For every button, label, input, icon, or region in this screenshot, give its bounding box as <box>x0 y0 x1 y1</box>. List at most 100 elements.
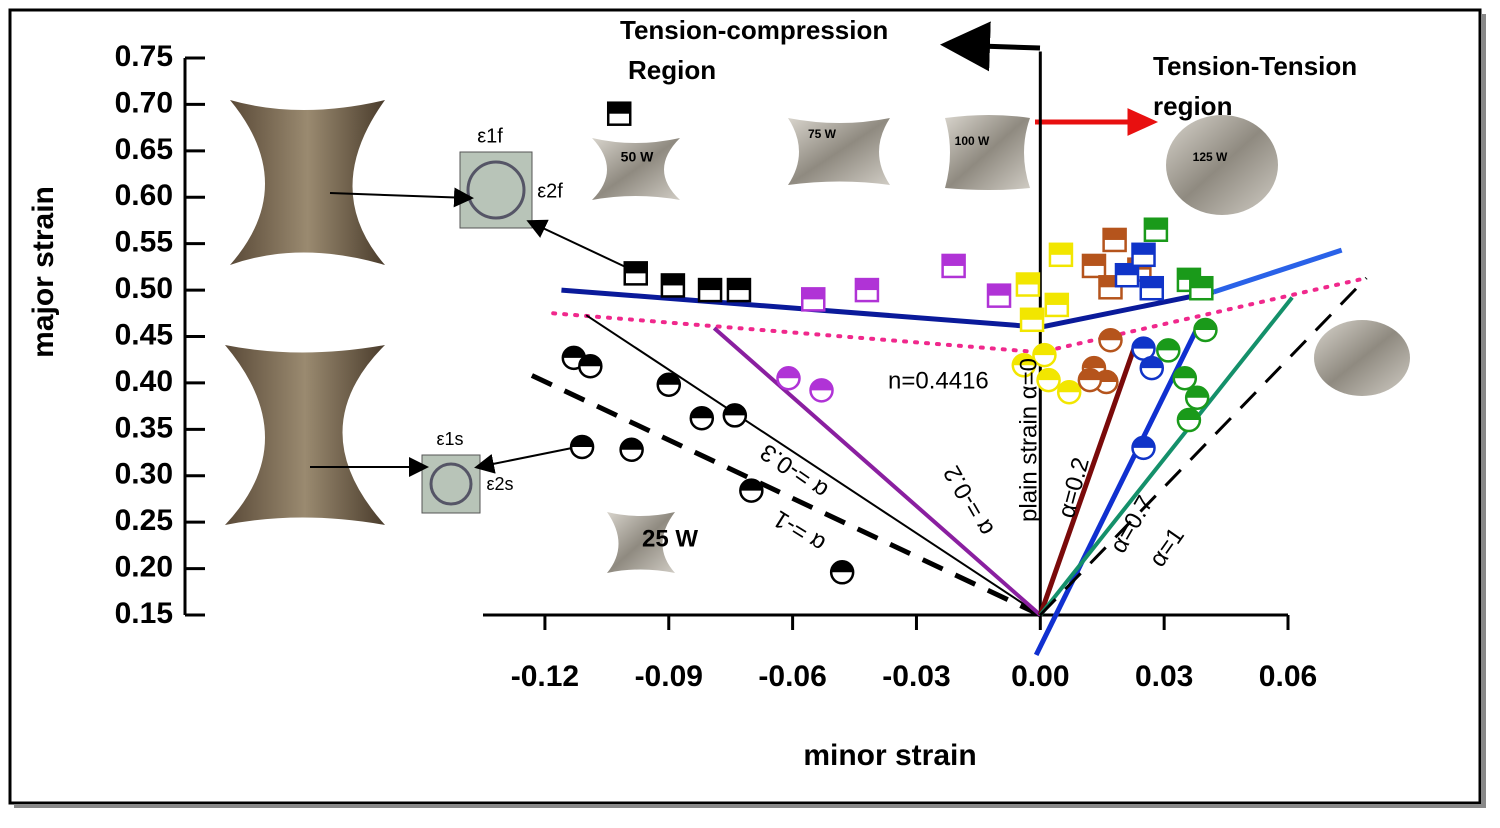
annotation: ε2f <box>537 180 563 202</box>
y-tick-label: 0.50 <box>115 272 173 305</box>
annotation: Tension-Tension <box>1153 51 1357 81</box>
specimen-photo <box>945 115 1030 190</box>
strain-square <box>1081 253 1107 279</box>
strain-circle <box>619 437 644 463</box>
marker-part <box>1132 337 1155 349</box>
y-axis-label: major strain <box>27 186 60 358</box>
strain-square <box>1019 307 1045 333</box>
strain-square <box>1143 217 1169 242</box>
limit-line <box>1033 327 1200 657</box>
marker-part <box>723 404 746 416</box>
marker-part <box>1016 273 1039 285</box>
marker-part <box>1140 357 1163 369</box>
strain-circle <box>1098 327 1123 353</box>
marker-part <box>620 438 643 450</box>
specimen-photo <box>1314 320 1410 396</box>
annotation: 25 W <box>642 525 698 552</box>
marker-part <box>1058 381 1081 393</box>
y-tick-label: 0.70 <box>115 86 173 119</box>
marker-part <box>1140 277 1163 289</box>
specimen-photo <box>788 118 890 185</box>
limit-line <box>519 367 1042 618</box>
y-tick-label: 0.15 <box>115 597 173 630</box>
marker-part <box>1078 369 1101 381</box>
marker-part <box>1194 319 1217 331</box>
specimen-photo <box>230 100 385 265</box>
annotation: ε1s <box>436 429 463 449</box>
strain-circle <box>722 403 748 428</box>
y-tick-label: 0.60 <box>115 179 173 212</box>
annotation: ε2s <box>486 474 513 494</box>
marker-part <box>1186 386 1209 398</box>
annotation: 125 W <box>1193 150 1228 164</box>
strain-square <box>1114 262 1140 288</box>
pointer-arrow <box>474 446 578 474</box>
strain-circle <box>656 372 682 398</box>
x-tick-label: -0.06 <box>758 660 826 693</box>
marker-part <box>661 274 684 286</box>
marker-part <box>1103 228 1126 240</box>
strain-circle <box>1176 407 1202 433</box>
specimen-photo <box>592 138 680 200</box>
strain-circle <box>1172 366 1198 391</box>
strain-circle <box>1011 353 1037 378</box>
y-tick-label: 0.20 <box>115 551 173 584</box>
marker-part <box>802 288 825 300</box>
annotation: n=0.4416 <box>888 367 989 394</box>
x-tick-label: -0.03 <box>882 660 950 693</box>
marker-part <box>855 279 878 291</box>
y-tick-label: 0.65 <box>115 133 173 166</box>
strain-circle <box>1193 317 1218 343</box>
strain-square <box>660 273 686 298</box>
strain-circle <box>569 434 595 460</box>
x-tick-label: 0.00 <box>1011 660 1069 693</box>
strain-circle <box>578 353 603 379</box>
limit-line <box>1039 276 1368 617</box>
frame-shadow <box>1481 14 1486 807</box>
y-tick-label: 0.45 <box>115 318 173 351</box>
grid-circle <box>429 462 473 506</box>
y-tick-label: 0.55 <box>115 226 173 259</box>
marker-part <box>571 435 594 447</box>
x-tick-label: -0.09 <box>635 660 703 693</box>
x-tick-label: -0.12 <box>511 660 579 693</box>
annotation: Region <box>628 55 716 85</box>
strain-circle <box>829 560 855 585</box>
marker-part <box>1144 218 1167 230</box>
strain-square <box>1139 275 1165 301</box>
strain-square <box>1044 292 1070 318</box>
strain-square <box>697 277 723 303</box>
strain-square <box>623 261 648 286</box>
marker-part <box>579 355 602 367</box>
marker-part <box>1012 354 1035 366</box>
strain-square <box>726 277 752 303</box>
marker-part <box>942 254 965 266</box>
limit-line <box>1212 247 1343 295</box>
marker-part <box>1049 243 1072 255</box>
strain-square <box>986 283 1012 308</box>
pointer-arrow <box>526 219 633 271</box>
strain-square <box>801 287 826 312</box>
marker-part <box>1116 264 1138 276</box>
strain-square <box>1131 242 1156 268</box>
marker-part <box>1177 268 1200 280</box>
annotation: region <box>1153 91 1232 121</box>
strain-square <box>1048 242 1074 268</box>
marker-part <box>657 373 680 385</box>
marker-part <box>624 262 647 274</box>
marker-part <box>831 561 854 573</box>
region-arrow <box>1035 108 1159 136</box>
strain-circle <box>1056 379 1082 405</box>
marker-part <box>608 102 631 114</box>
strain-circle <box>809 378 834 403</box>
marker-part <box>690 407 713 419</box>
y-tick-label: 0.40 <box>115 365 173 398</box>
strain-square <box>941 253 966 279</box>
strain-circle <box>1077 367 1103 393</box>
limit-line <box>1038 296 1294 617</box>
y-tick-label: 0.25 <box>115 504 173 537</box>
marker-part <box>1099 276 1122 288</box>
strain-circle <box>1139 355 1165 381</box>
